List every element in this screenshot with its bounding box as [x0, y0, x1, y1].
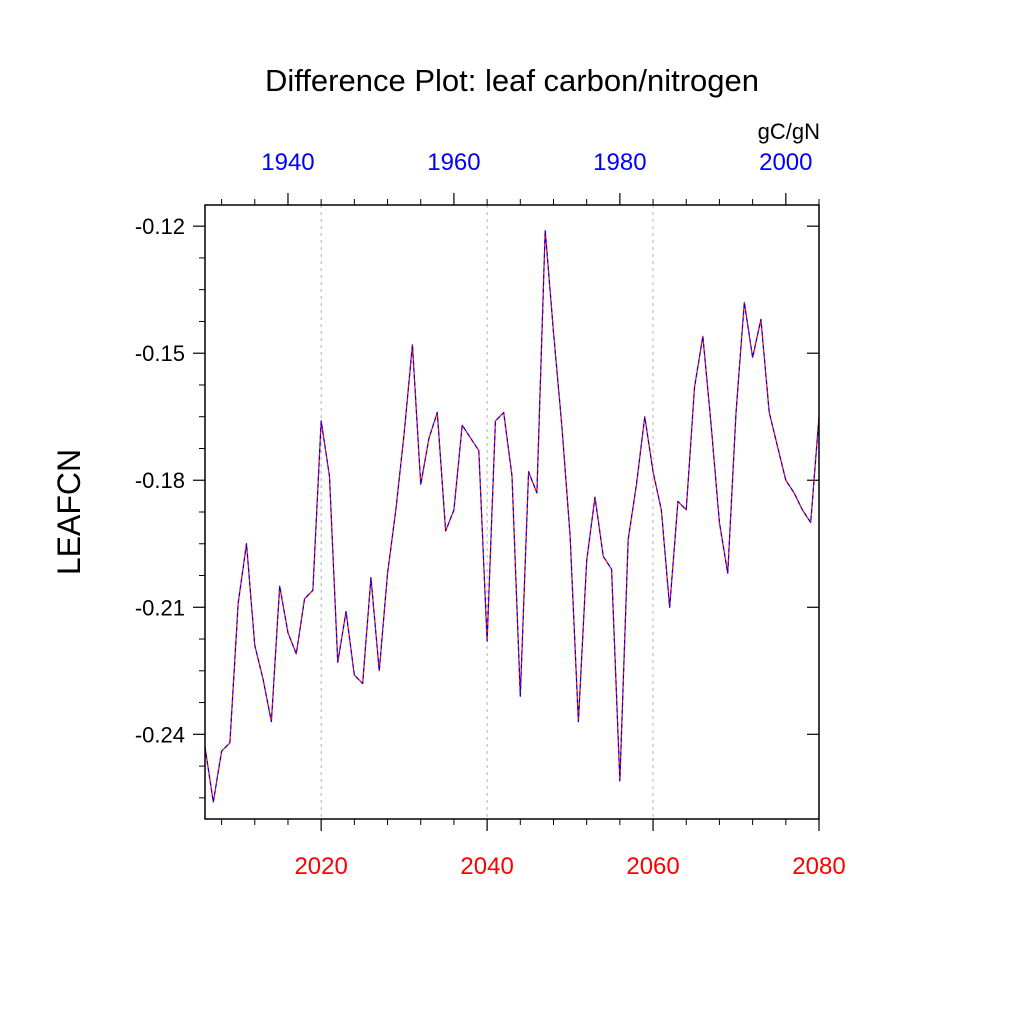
plot-frame [204, 204, 820, 820]
series-layer [204, 229, 820, 803]
y-tick-label: -0.21 [135, 595, 185, 620]
chart-title: Difference Plot: leaf carbon/nitrogen [265, 63, 759, 98]
y-tick-label: -0.18 [135, 468, 185, 493]
x-top-tick-label: 1940 [261, 149, 314, 176]
x-bottom-tick-label: 2080 [792, 853, 845, 880]
axis-ticks [193, 193, 820, 831]
x-bottom-tick-label: 2020 [294, 853, 347, 880]
units-label: gC/gN [758, 119, 820, 144]
y-tick-label: -0.15 [135, 341, 185, 366]
series-line-solid [204, 229, 820, 803]
y-tick-label: -0.12 [135, 214, 185, 239]
x-bottom-tick-label: 2040 [460, 853, 513, 880]
tick-labels: -0.12 -0.15 -0.18 -0.21 -0.24 2020 2040 2060 208… [135, 149, 846, 880]
x-top-tick-label: 1960 [427, 149, 480, 176]
y-tick-label: -0.24 [135, 722, 185, 747]
y-axis-label: LEAFCN [51, 449, 87, 575]
x-top-tick-label: 2000 [759, 149, 812, 176]
x-top-tick-label: 1980 [593, 149, 646, 176]
x-bottom-tick-label: 2060 [626, 853, 679, 880]
series-line-dashed [204, 229, 820, 803]
grid-lines [320, 205, 654, 819]
